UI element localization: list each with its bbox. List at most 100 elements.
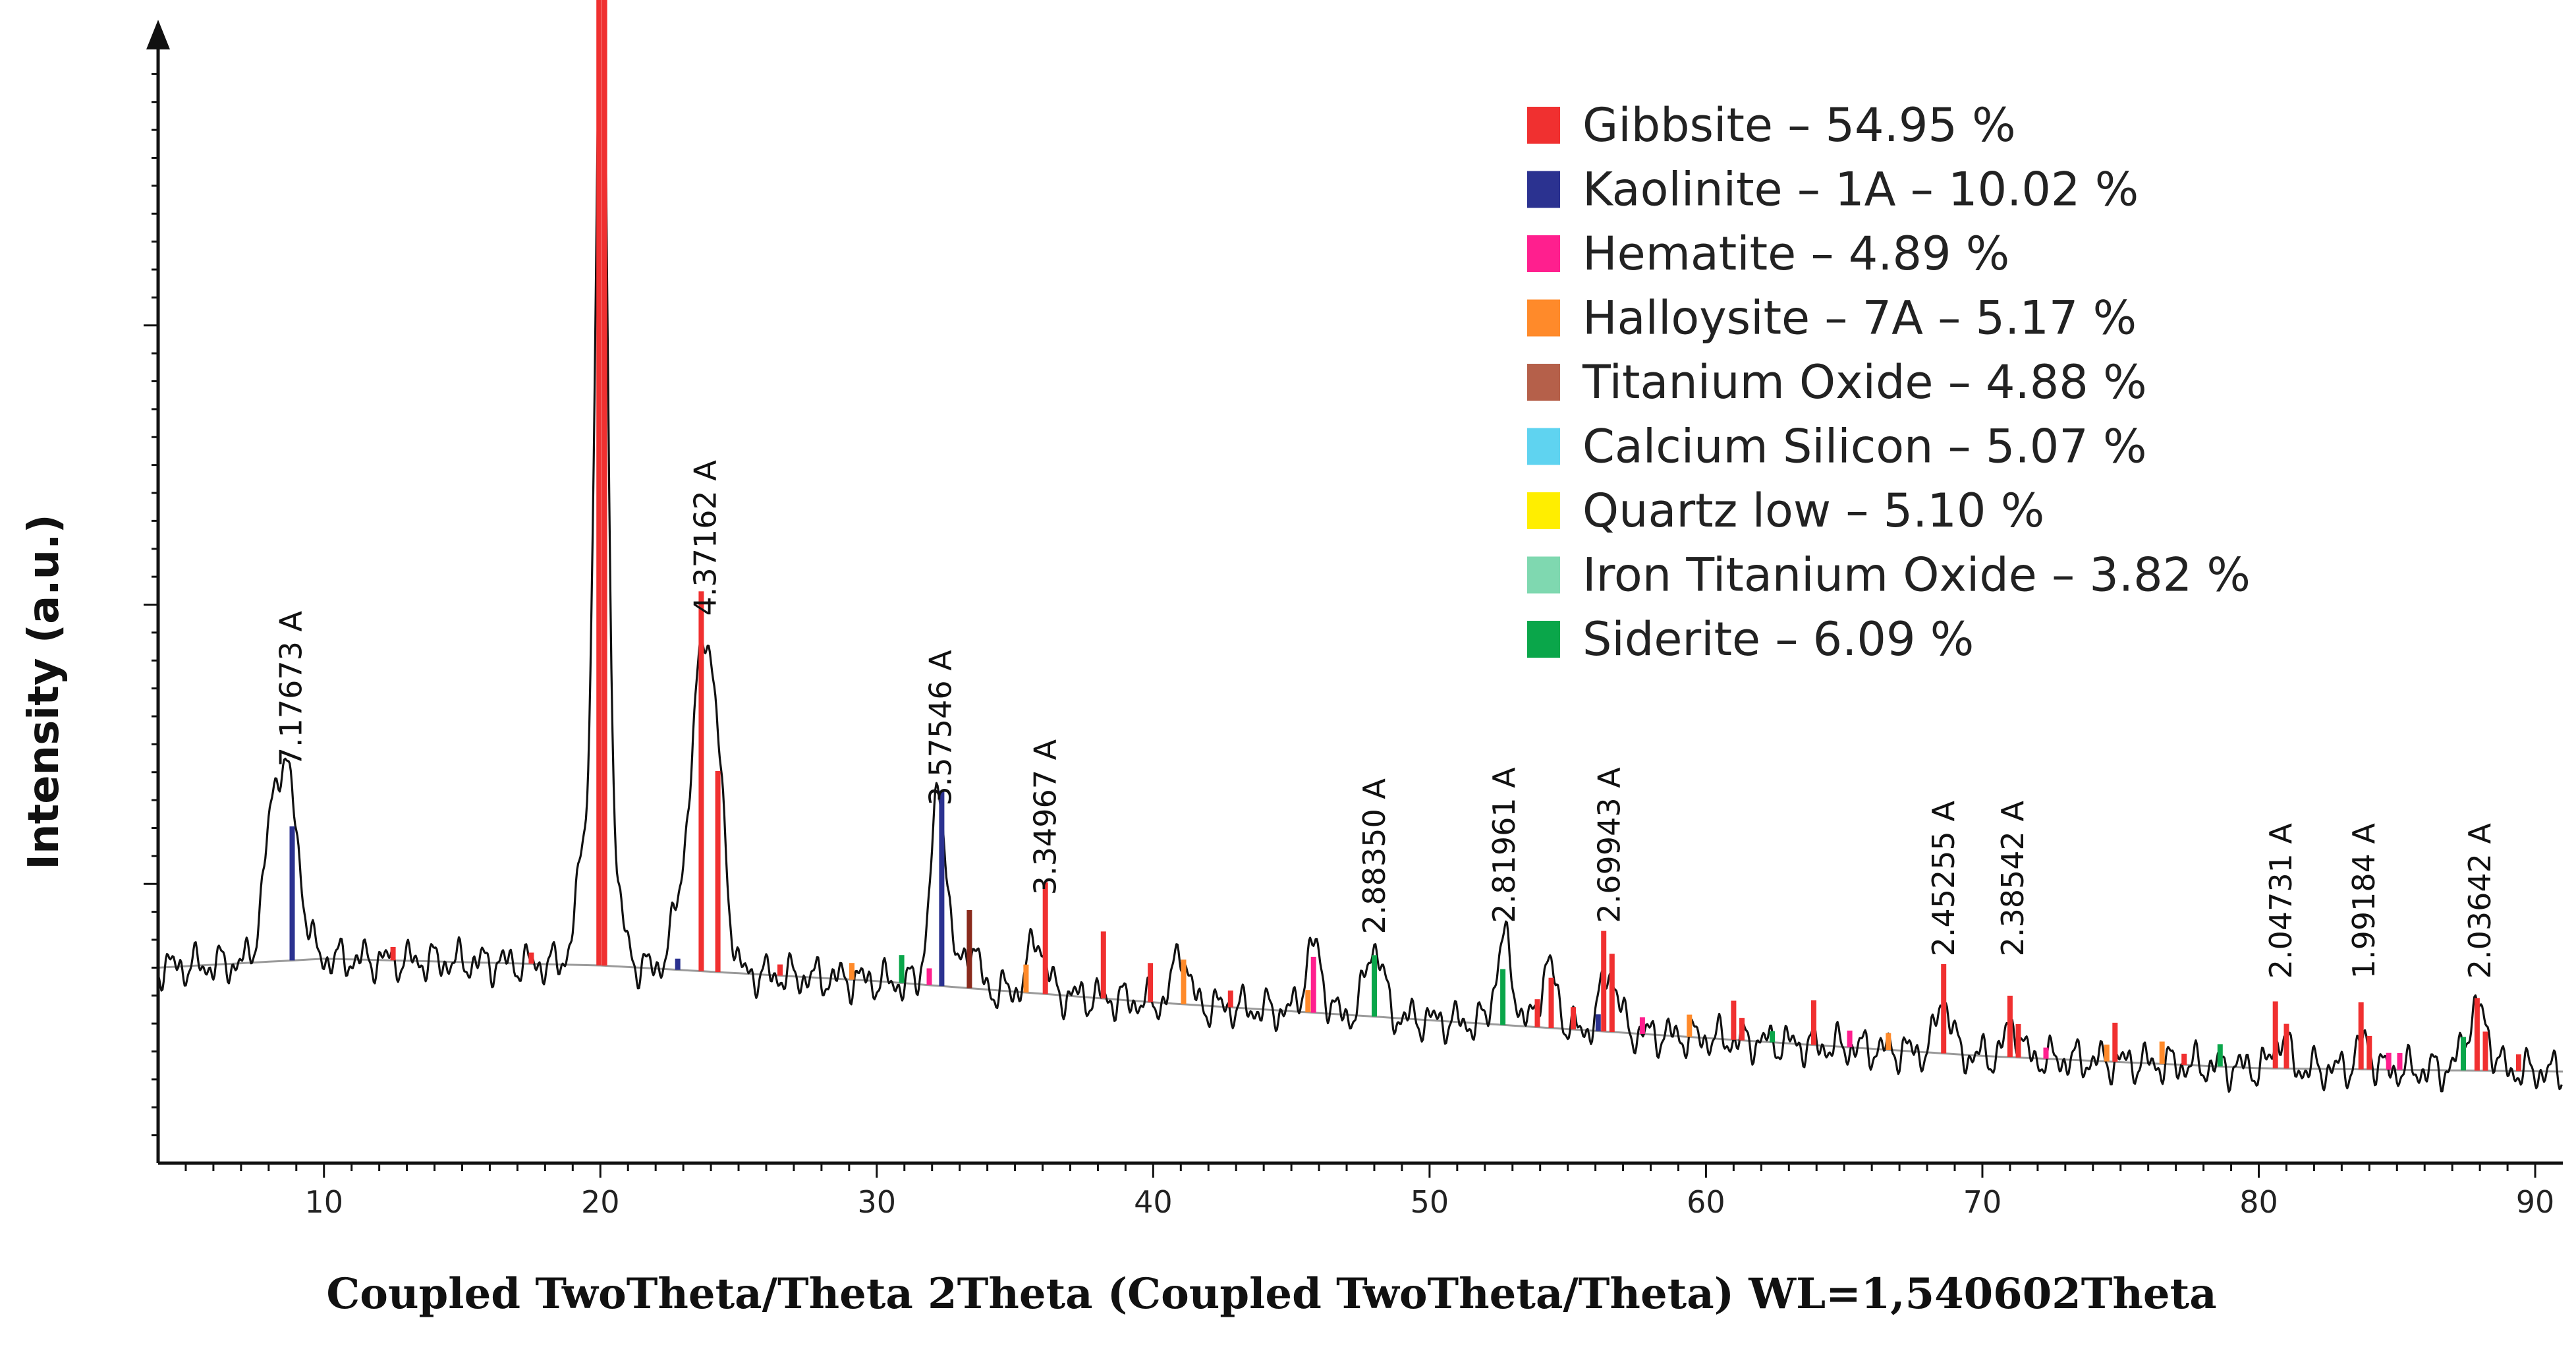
- x-tick-label: 30: [858, 1184, 897, 1220]
- legend-label: Iron Titanium Oxide – 3.82 %: [1582, 548, 2251, 602]
- x-axis-label: Coupled TwoTheta/Theta 2Theta (Coupled T…: [326, 1269, 2216, 1319]
- reference-line: [390, 947, 396, 961]
- reference-line: [2217, 1044, 2223, 1067]
- legend-swatch: [1527, 492, 1560, 529]
- x-tick-label: 70: [1963, 1184, 2002, 1220]
- reference-line: [1639, 1017, 1645, 1034]
- peak-label: 3.57546 A: [922, 650, 958, 806]
- reference-line: [602, 0, 607, 966]
- y-ticks: [144, 72, 158, 1137]
- reference-line: [2181, 1053, 2187, 1065]
- legend-swatch: [1527, 556, 1560, 594]
- reference-line: [1023, 964, 1029, 993]
- reference-line: [2474, 998, 2480, 1071]
- reference-line: [2366, 1035, 2372, 1070]
- legend-label: Titanium Oxide – 4.88 %: [1582, 355, 2147, 409]
- peak-label: 2.81961 A: [1486, 767, 1522, 923]
- x-tick-label: 90: [2516, 1184, 2555, 1220]
- reference-line: [1100, 931, 1106, 999]
- legend-swatch: [1527, 428, 1560, 465]
- peak-label: 2.69943 A: [1592, 767, 1627, 923]
- reference-line: [1886, 1033, 1891, 1050]
- reference-line: [698, 591, 704, 971]
- legend-swatch: [1527, 364, 1560, 401]
- legend-label: Kaolinite – 1A – 10.02 %: [1582, 163, 2139, 217]
- pattern-line-layer: [157, 0, 2563, 1093]
- reference-line: [1148, 963, 1154, 1002]
- peak-annotations: 7.17673 A 4.37162 A 3.57546 A 3.34967 A 2.88…: [273, 460, 2498, 979]
- reference-line: [2104, 1045, 2110, 1062]
- reference-line: [528, 952, 534, 964]
- reference-line: [1227, 990, 1233, 1008]
- legend-swatch: [1527, 299, 1560, 337]
- reference-line: [1310, 956, 1316, 1013]
- legend-label: Calcium Silicon – 5.07 %: [1582, 420, 2147, 474]
- legend-swatch: [1527, 107, 1560, 144]
- reference-line: [2272, 1001, 2278, 1069]
- reference-line: [2283, 1023, 2289, 1069]
- reference-line: [1181, 960, 1187, 1004]
- legend-swatch: [1527, 171, 1560, 208]
- reference-line: [2015, 1023, 2021, 1058]
- legend-label: Halloysite – 7A – 5.17 %: [1582, 291, 2137, 345]
- legend-label: Siderite – 6.09 %: [1582, 612, 1974, 666]
- reference-line: [1811, 1000, 1816, 1045]
- reference-line: [2358, 1002, 2364, 1070]
- reference-line: [1534, 999, 1540, 1027]
- x-tick-label: 80: [2239, 1184, 2278, 1220]
- reference-line: [1305, 990, 1311, 1013]
- reference-line: [849, 963, 854, 980]
- reference-line: [2159, 1041, 2165, 1064]
- reference-lines-layer: [289, 0, 2521, 1072]
- x-tick-label: 60: [1687, 1184, 1725, 1220]
- reference-line: [1731, 1000, 1737, 1040]
- xrd-pattern-line: [157, 0, 2563, 1093]
- reference-line: [1609, 954, 1615, 1032]
- peak-label: 2.03642 A: [2462, 822, 2498, 979]
- reference-line: [1500, 969, 1506, 1025]
- reference-line: [596, 0, 602, 965]
- legend-label: Gibbsite – 54.95 %: [1582, 98, 2016, 152]
- reference-line: [966, 909, 972, 989]
- legend-swatch: [1527, 621, 1560, 658]
- peak-label: 4.37162 A: [688, 460, 723, 616]
- peak-label: 3.34967 A: [1028, 739, 1063, 895]
- peak-label: 7.17673 A: [273, 610, 308, 766]
- reference-line: [1548, 977, 1554, 1028]
- y-axis-label: Intensity (a.u.): [20, 514, 69, 869]
- reference-line: [1847, 1030, 1853, 1048]
- reference-line: [1601, 931, 1607, 1032]
- peak-label: 2.38542 A: [1995, 801, 2030, 957]
- reference-line: [1739, 1018, 1745, 1041]
- reference-line: [1941, 963, 1947, 1054]
- peak-label: 2.04731 A: [2263, 822, 2299, 979]
- peak-label: 2.45255 A: [1926, 801, 1961, 957]
- legend: Gibbsite – 54.95 % Kaolinite – 1A – 10.02…: [1527, 98, 2251, 666]
- x-tick-label: 50: [1411, 1184, 1449, 1220]
- reference-line: [2461, 1037, 2466, 1071]
- reference-line: [715, 771, 721, 973]
- reference-line: [289, 826, 295, 961]
- peak-label: 1.99184 A: [2346, 822, 2382, 979]
- reference-line: [1595, 1014, 1601, 1031]
- peak-label: 2.88350 A: [1357, 778, 1392, 934]
- legend-label: Hematite – 4.89 %: [1582, 227, 2009, 281]
- reference-line: [1571, 1007, 1576, 1030]
- x-ticks: 10 20 30 40 50 60 70 80 90: [184, 1163, 2555, 1220]
- x-tick-label: 10: [304, 1184, 343, 1220]
- x-tick-label: 40: [1134, 1184, 1173, 1220]
- reference-line: [1770, 1031, 1776, 1043]
- reference-line: [2007, 995, 2013, 1058]
- y-axis-arrow-icon: [146, 20, 170, 49]
- reference-line: [2112, 1022, 2118, 1062]
- legend-swatch: [1527, 235, 1560, 272]
- reference-line: [899, 955, 905, 983]
- legend-label: Quartz low – 5.10 %: [1582, 484, 2044, 538]
- x-tick-label: 20: [581, 1184, 620, 1220]
- reference-line: [2397, 1052, 2403, 1070]
- reference-line: [777, 964, 783, 976]
- reference-line: [1372, 955, 1377, 1017]
- reference-line: [926, 968, 932, 985]
- reference-line: [2043, 1047, 2049, 1059]
